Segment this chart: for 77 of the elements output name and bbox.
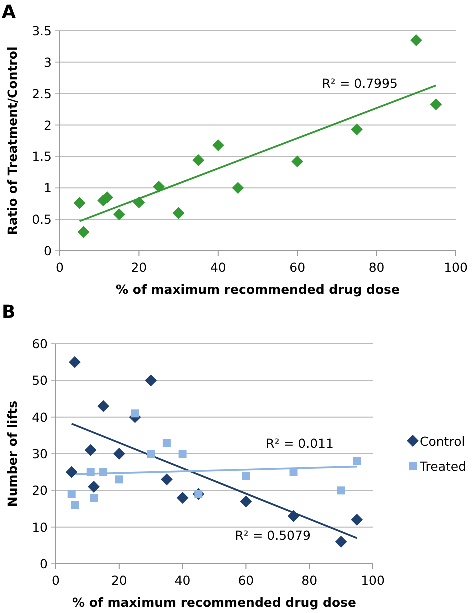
y-axis-title: Number of lifts	[5, 400, 20, 508]
point	[74, 197, 86, 210]
y-tick-label: 0.5	[32, 212, 52, 228]
point	[71, 501, 80, 510]
y-tick-label: 2	[44, 118, 52, 133]
y-tick-label: 50	[32, 373, 48, 388]
point	[86, 468, 95, 476]
point	[98, 400, 110, 412]
legend-label: Treated	[419, 459, 467, 474]
annotation: R² = 0.7995	[322, 76, 398, 91]
point	[133, 196, 146, 209]
point	[100, 468, 108, 476]
point	[351, 514, 364, 526]
y-tick-label: 0	[44, 244, 52, 258]
x-tick-label: 40	[210, 260, 226, 275]
y-tick-label: 60	[32, 336, 48, 352]
x-axis-title: % of maximum recommended drug dose	[72, 595, 356, 610]
y-tick-label: 0	[40, 556, 48, 572]
x-tick-label: 100	[361, 573, 385, 588]
point	[66, 466, 78, 478]
y-tick-label: 1.5	[32, 149, 52, 164]
point	[147, 450, 156, 458]
point	[410, 34, 422, 46]
y-tick-label: 40	[32, 410, 48, 425]
point	[172, 207, 185, 220]
y-tick-label: 20	[32, 483, 48, 498]
point	[351, 124, 363, 136]
x-tick-label: 40	[174, 573, 191, 588]
legend-label: Control	[420, 434, 466, 449]
y-tick-label: 30	[32, 446, 48, 462]
point	[131, 410, 140, 418]
y-axis-title: Ratio of Treatment/Control	[5, 46, 20, 236]
point	[353, 457, 362, 466]
point	[290, 468, 298, 476]
x-tick-label: 60	[238, 573, 254, 588]
point	[145, 374, 158, 387]
point	[337, 486, 346, 495]
point	[68, 490, 76, 498]
x-tick-label: 80	[302, 573, 318, 588]
point	[335, 536, 348, 548]
point	[161, 474, 173, 486]
x-tick-label: 60	[290, 260, 306, 275]
chart-title: B	[2, 302, 16, 323]
point	[176, 492, 189, 504]
y-tick-label: 10	[32, 520, 48, 535]
point	[84, 444, 97, 456]
x-tick-label: 80	[368, 260, 385, 275]
point	[78, 226, 90, 238]
point	[178, 450, 187, 458]
point	[430, 98, 442, 110]
y-tick-label: 3	[44, 54, 52, 70]
x-tick-label: 20	[131, 260, 148, 275]
x-axis-title: % of maximum recommended drug dose	[116, 282, 400, 297]
x-tick-label: 20	[111, 573, 128, 588]
x-tick-label: 100	[444, 260, 468, 275]
point	[90, 494, 98, 502]
point	[113, 448, 126, 460]
point	[162, 439, 171, 447]
annotation: R² = 0.5079	[235, 528, 311, 543]
point	[192, 154, 205, 166]
point	[232, 182, 244, 194]
point	[240, 496, 252, 508]
y-tick-label: 2.5	[32, 86, 52, 102]
point	[292, 156, 304, 168]
point	[88, 481, 100, 493]
point	[212, 139, 224, 152]
point	[113, 208, 126, 220]
y-tick-label: 3.5	[32, 24, 52, 38]
point	[288, 510, 300, 522]
x-tick-label: 0	[56, 260, 64, 275]
point	[69, 356, 81, 368]
chart-title: A	[2, 2, 16, 23]
point	[242, 472, 250, 480]
annotation: R² = 0.011	[266, 436, 334, 451]
point	[115, 476, 124, 484]
point	[153, 180, 165, 193]
y-tick-label: 1	[44, 180, 52, 196]
